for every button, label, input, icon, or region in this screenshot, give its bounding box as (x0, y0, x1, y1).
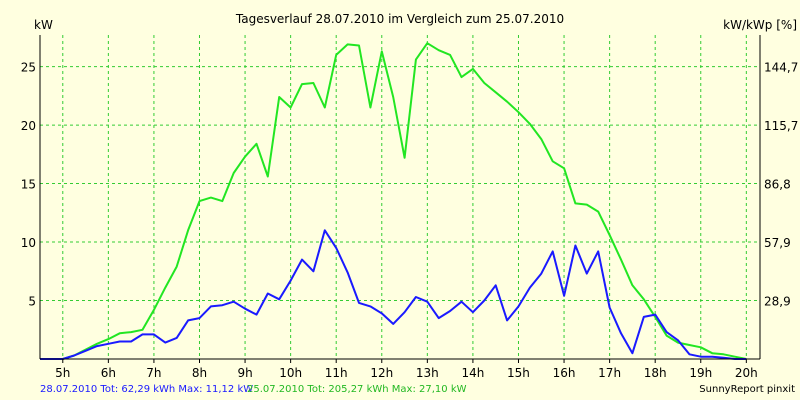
x-tick-label-17h: 17h (598, 366, 621, 380)
grid (40, 35, 760, 359)
y-left-tick-label-15: 15 (21, 178, 36, 192)
tick-labels: 5h 6h 7h 8h 9h 10h 11h 12h 13h 14h 15h 16h 17h 18h 19h… (21, 61, 799, 380)
series-lines (40, 42, 747, 360)
credit-text: SunnyReport pinxit (699, 384, 795, 395)
x-tick-label-9h: 9h (237, 366, 252, 380)
y-left-axis-label: kW (34, 18, 53, 32)
x-tick-label-11h: 11h (325, 366, 348, 380)
x-tick-label-13h: 13h (416, 366, 439, 380)
y-right-tick-label-115,7: 115,7 (764, 119, 798, 133)
x-tick-label-19h: 19h (689, 366, 712, 380)
y-left-tick-label-25: 25 (21, 61, 36, 75)
x-tick-label-15h: 15h (507, 366, 530, 380)
y-right-tick-label-144,7: 144,7 (764, 61, 798, 75)
x-tick-label-5h: 5h (55, 366, 70, 380)
x-tick-label-10h: 10h (279, 366, 302, 380)
x-tick-label-14h: 14h (461, 366, 484, 380)
series-line-28-07-2010 (40, 229, 747, 360)
x-tick-label-8h: 8h (192, 366, 207, 380)
x-tick-label-12h: 12h (370, 366, 393, 380)
x-tick-label-16h: 16h (553, 366, 576, 380)
x-tick-label-6h: 6h (101, 366, 116, 380)
y-right-axis-label: kW/kWp [%] (723, 18, 797, 32)
y-right-tick-label-28,9: 28,9 (764, 295, 791, 309)
y-right-tick-label-57,9: 57,9 (764, 236, 791, 250)
legend-entry-28-07-2010: 28.07.2010 Tot: 62,29 kWh Max: 11,12 kW (40, 384, 253, 395)
y-left-tick-label-20: 20 (21, 119, 36, 133)
legend-entry-25-07-2010: 25.07.2010 Tot: 205,27 kWh Max: 27,10 kW (247, 384, 467, 395)
y-right-tick-label-86,8: 86,8 (764, 178, 791, 192)
x-tick-label-18h: 18h (644, 366, 667, 380)
y-left-tick-label-5: 5 (28, 295, 36, 309)
chart-title: Tagesverlauf 28.07.2010 im Vergleich zum… (235, 12, 564, 26)
series-line-25-07-2010 (40, 42, 747, 360)
y-left-tick-label-10: 10 (21, 236, 36, 250)
axes (39, 35, 761, 363)
x-tick-label-7h: 7h (146, 366, 161, 380)
x-tick-label-20h: 20h (735, 366, 758, 380)
